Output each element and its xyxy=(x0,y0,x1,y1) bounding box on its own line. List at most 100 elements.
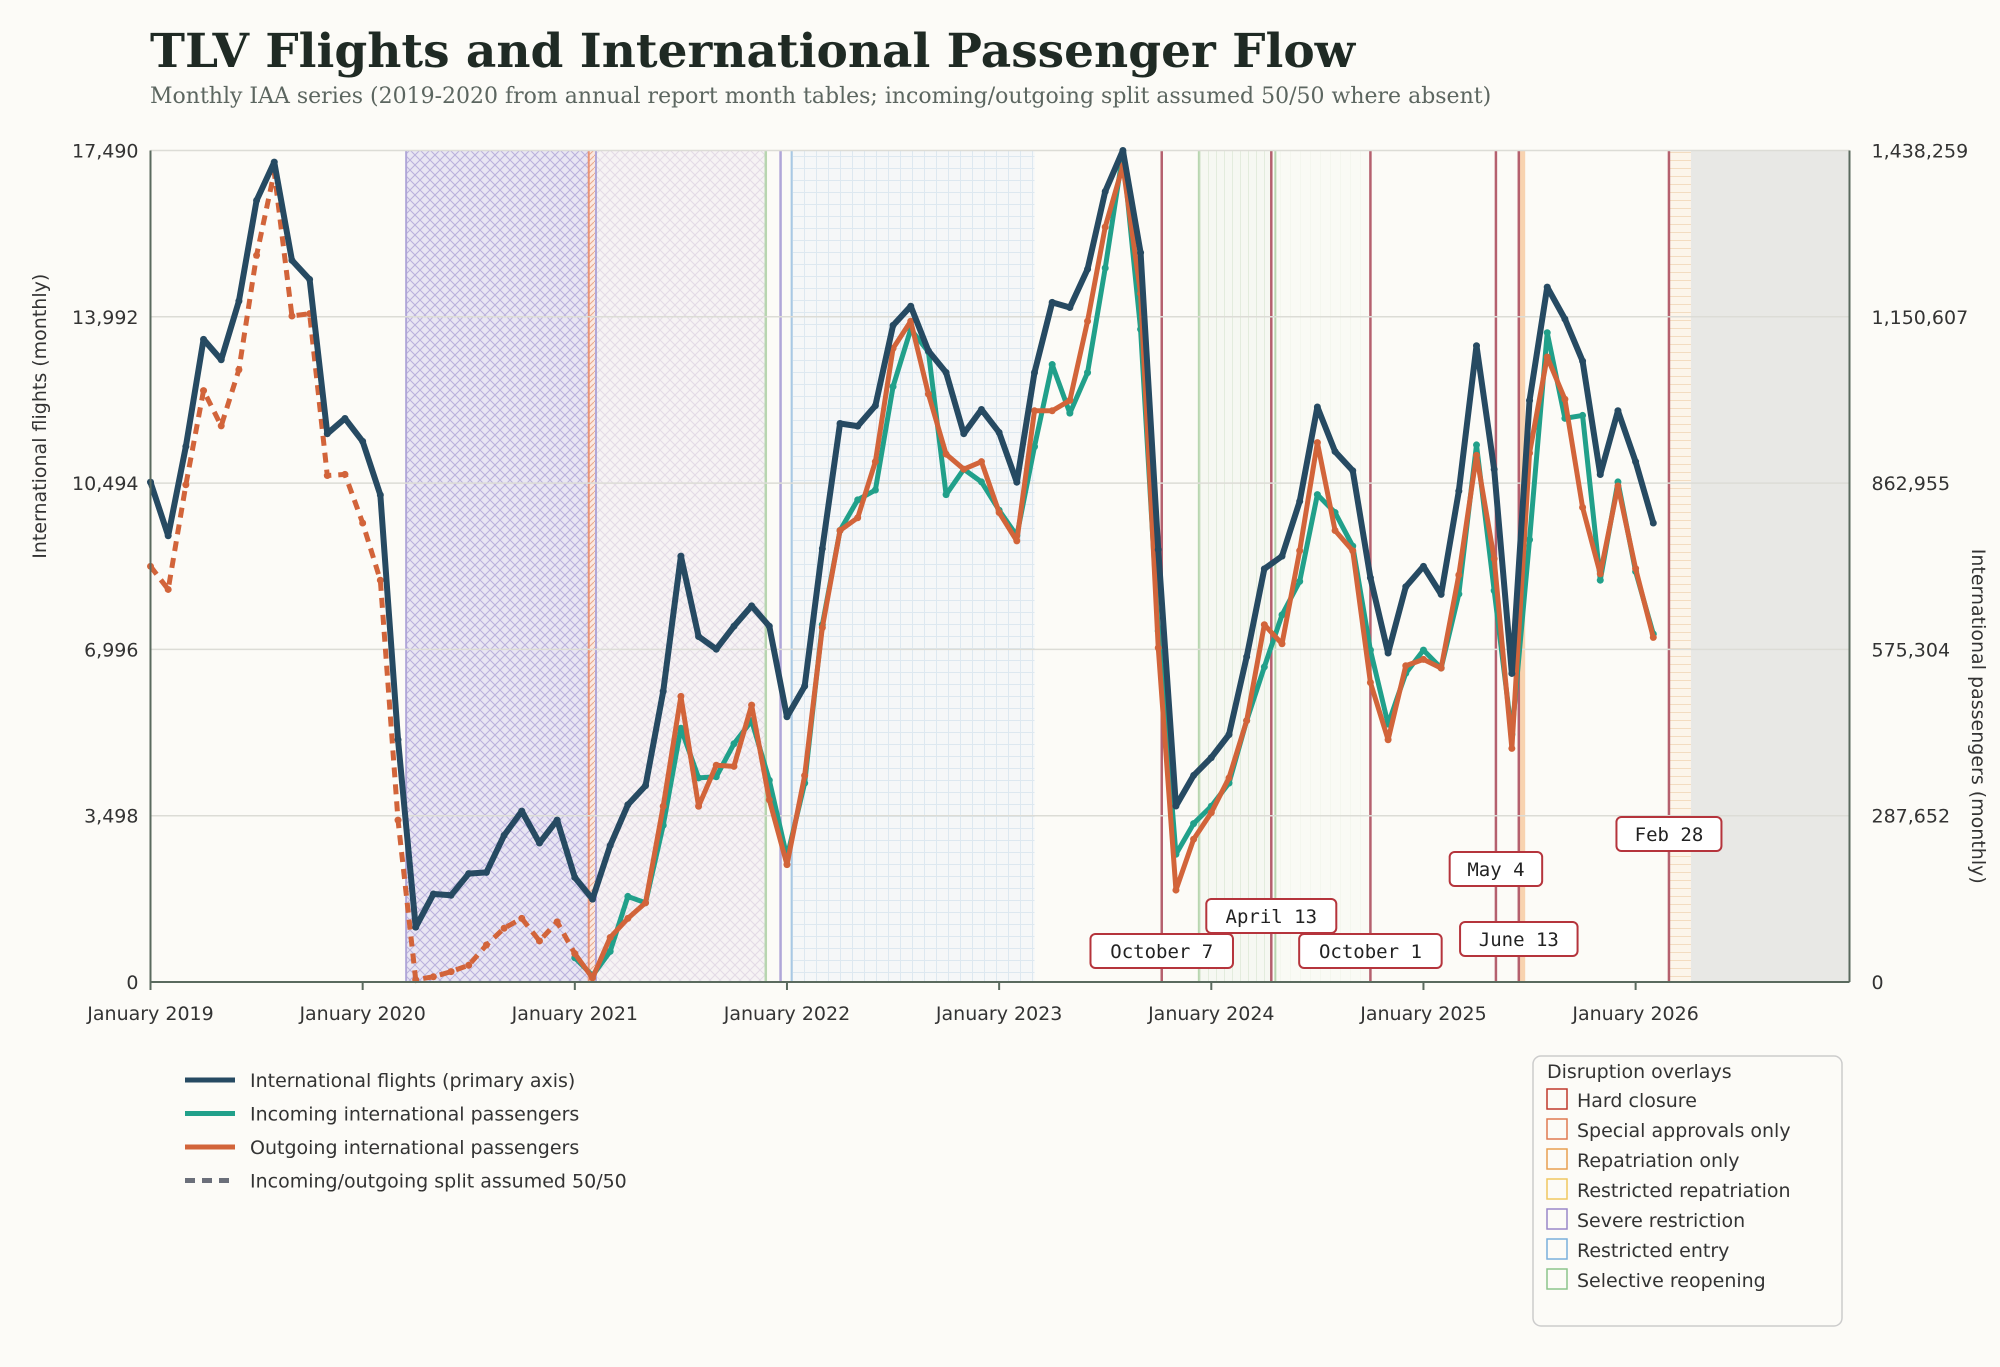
series-flights-point xyxy=(1526,397,1534,405)
series-outgoing-point xyxy=(1190,835,1198,843)
series-lines xyxy=(147,147,1657,984)
series-flights-point xyxy=(1490,465,1498,473)
series-split-assumed-point xyxy=(518,914,526,922)
series-incoming-point xyxy=(1473,441,1480,449)
series-outgoing-point xyxy=(783,861,791,869)
overlay-special xyxy=(588,150,596,982)
series-incoming-point xyxy=(1419,646,1427,654)
series-outgoing-point xyxy=(1596,570,1604,578)
series-flights-point xyxy=(1419,562,1427,570)
series-flights-point xyxy=(889,321,897,329)
series-flights-point xyxy=(341,414,349,422)
series-flights-point xyxy=(1101,187,1109,195)
series-outgoing-point xyxy=(1508,744,1516,752)
series-incoming-point xyxy=(889,383,897,391)
series-flights-point xyxy=(730,622,738,630)
y2-tick-label: 1,150,607 xyxy=(1872,307,1969,329)
series-flights-point xyxy=(217,356,225,364)
series-flights-point xyxy=(854,422,862,430)
series-split-assumed-point xyxy=(235,366,243,374)
series-outgoing-point xyxy=(730,762,738,770)
series-split-assumed-point xyxy=(341,470,349,478)
series-flights-point xyxy=(1207,754,1215,762)
series-outgoing-point xyxy=(1349,547,1357,555)
series-split-assumed-point xyxy=(535,937,543,945)
x-tick-label: January 2024 xyxy=(1147,1003,1274,1025)
series-outgoing-point xyxy=(1366,679,1374,687)
chart-title: TLV Flights and International Passenger … xyxy=(150,24,1356,79)
series-split-assumed-point xyxy=(253,251,261,259)
series-split-assumed-point xyxy=(182,481,190,489)
y2-tick-label: 575,304 xyxy=(1872,639,1951,661)
overlay-legend-swatch-hard xyxy=(1546,1088,1568,1110)
series-outgoing-point xyxy=(977,458,985,466)
overlay-legend-label: Selective reopening xyxy=(1577,1270,1766,1292)
series-incoming-point xyxy=(1048,361,1056,369)
event-label-box xyxy=(1459,921,1579,957)
series-flights-point xyxy=(695,632,703,640)
series-flights-point xyxy=(1349,467,1357,475)
x-tick-label: January 2022 xyxy=(723,1003,850,1025)
series-outgoing-point xyxy=(942,450,950,458)
series-incoming-point xyxy=(1260,663,1268,671)
x-tick-label: January 2019 xyxy=(86,1003,213,1025)
series-outgoing-point xyxy=(1154,644,1162,652)
series-split-assumed-point xyxy=(323,472,331,480)
series-flights-point xyxy=(571,873,579,881)
series-split-assumed-point xyxy=(359,519,367,527)
series-outgoing-point xyxy=(1543,353,1551,361)
event-label: October 1 xyxy=(1298,933,1443,969)
y-axis-label: International flights (monthly) xyxy=(29,274,51,559)
series-outgoing-point xyxy=(765,796,773,804)
y2-tick-label: 287,652 xyxy=(1872,806,1951,828)
series-flights-point xyxy=(960,430,968,438)
series-split-assumed-point xyxy=(465,961,473,969)
series-flights-point xyxy=(1084,265,1092,273)
overlay-legend-title: Disruption overlays xyxy=(1547,1061,1732,1083)
overlay-legend-label: Repatriation only xyxy=(1577,1150,1740,1172)
series-flights-point xyxy=(1384,649,1392,657)
series-outgoing-point xyxy=(1084,317,1092,325)
series-outgoing-point xyxy=(624,914,632,922)
x-tick-label: January 2026 xyxy=(1571,1003,1698,1025)
series-outgoing-line xyxy=(572,163,1656,981)
series-incoming-point xyxy=(871,486,879,494)
overlay-legend-label: Restricted repatriation xyxy=(1577,1180,1791,1202)
series-flights-point xyxy=(1596,471,1604,479)
series-flights-point xyxy=(1119,147,1127,154)
event-label: Feb 28 xyxy=(1615,816,1723,852)
event-label-box xyxy=(1089,933,1234,969)
series-split-assumed-point xyxy=(553,918,561,926)
series-flights-point xyxy=(182,442,190,450)
series-flights-point xyxy=(659,687,667,695)
series-outgoing-point xyxy=(1331,526,1339,534)
future-shading xyxy=(1690,150,1850,982)
x-tick-label: January 2020 xyxy=(298,1003,425,1025)
series-flights-point xyxy=(783,713,791,721)
series-outgoing-point xyxy=(571,950,579,958)
x-tick-label: January 2025 xyxy=(1359,1003,1486,1025)
series-flights-point xyxy=(1031,369,1038,377)
event-label-box xyxy=(1448,851,1544,887)
series-incoming-point xyxy=(1579,411,1587,419)
series-flights-point xyxy=(907,302,915,310)
series-flights-point xyxy=(642,782,650,790)
series-incoming-point xyxy=(677,724,685,732)
series-incoming-point xyxy=(1278,611,1286,619)
series-flights-point xyxy=(376,491,384,499)
series-incoming-point xyxy=(624,892,632,900)
y-tick-label: 13,992 xyxy=(72,307,138,329)
series-incoming-point xyxy=(730,740,738,748)
series-outgoing-point xyxy=(1649,633,1657,641)
series-incoming-point xyxy=(1190,820,1198,828)
y-tick-label: 0 xyxy=(126,972,138,994)
series-incoming-point xyxy=(942,491,950,499)
series-flights-point xyxy=(1260,565,1268,573)
overlay-legend-label: Severe restriction xyxy=(1577,1210,1745,1232)
series-flights-point xyxy=(1649,519,1657,527)
series-flights-point xyxy=(1331,448,1339,456)
series-outgoing-point xyxy=(1437,664,1445,672)
series-flights-point xyxy=(1561,315,1569,323)
series-incoming-point xyxy=(606,947,614,955)
